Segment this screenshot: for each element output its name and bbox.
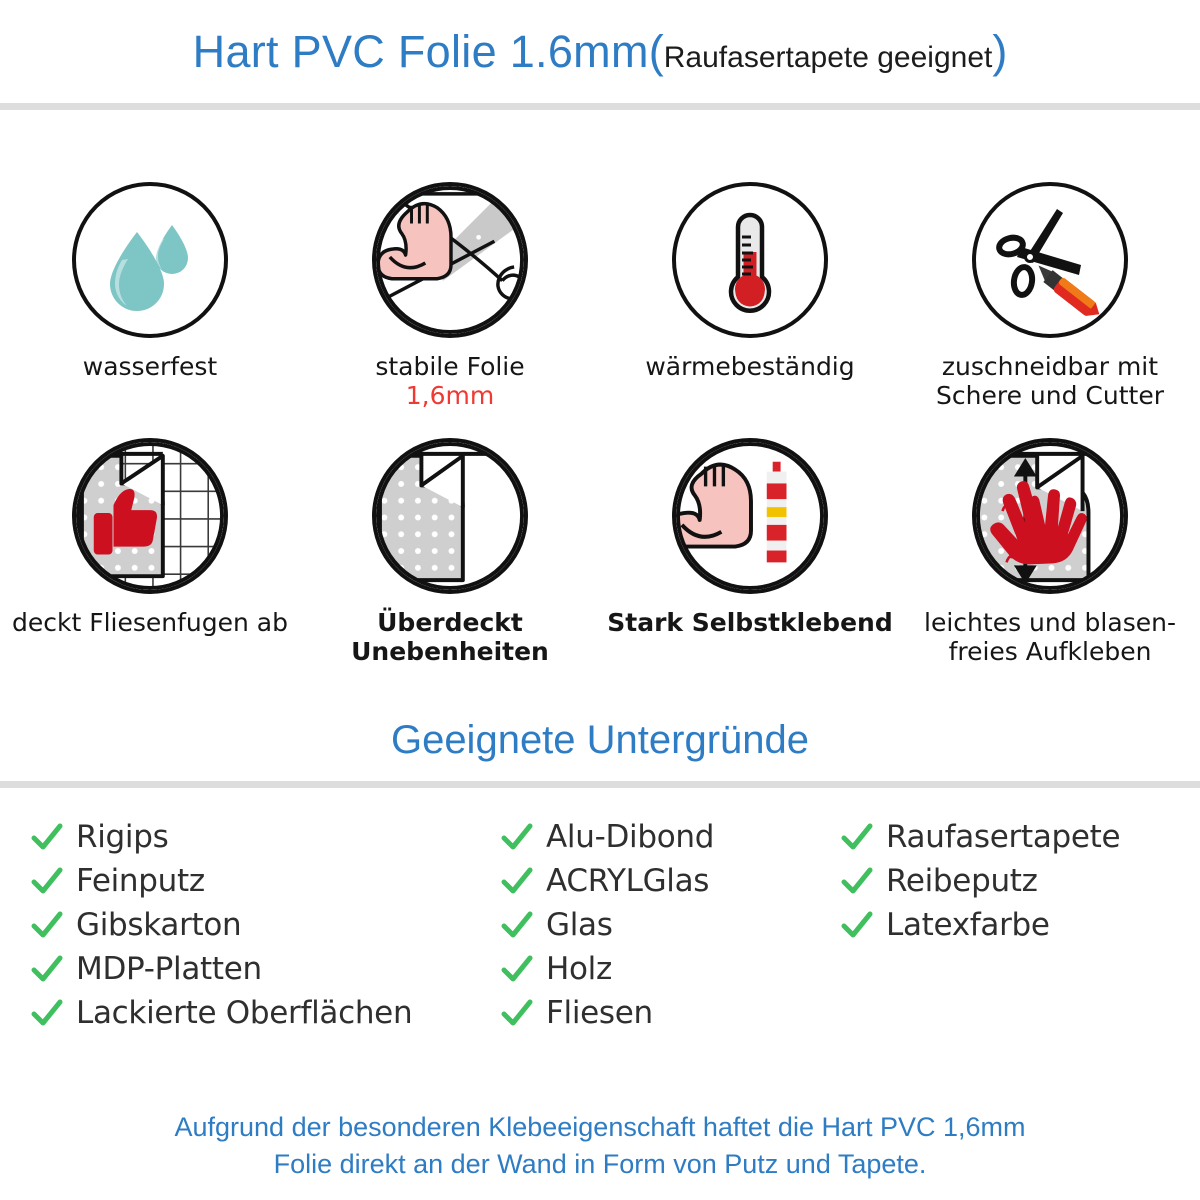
checklist-column-1: Rigips Feinputz Gibskarton MDP-Platten L… bbox=[30, 816, 500, 1036]
check-icon bbox=[31, 823, 63, 850]
feature-deckt-fliesenfugen: deckt Fliesenfugen ab bbox=[0, 438, 300, 666]
feature-waermebestaendig: wärmebeständig bbox=[600, 182, 900, 410]
check-icon bbox=[841, 867, 873, 894]
subheading-divider bbox=[0, 781, 1200, 788]
list-item-label: MDP-Platten bbox=[76, 951, 262, 987]
feature-label-text: Stark Selbstklebend bbox=[607, 608, 893, 637]
feature-label-text: Überdeckt Unebenheiten bbox=[351, 608, 549, 666]
list-item: Latexfarbe bbox=[840, 904, 1200, 946]
film-fold-icon bbox=[372, 438, 528, 594]
title-paren-close: ) bbox=[992, 26, 1008, 77]
feature-label-text: stabile Folie bbox=[375, 352, 525, 381]
scissors-cutter-icon bbox=[972, 182, 1128, 338]
list-item: Glas bbox=[500, 904, 840, 946]
check-icon bbox=[841, 911, 873, 938]
check-icon bbox=[31, 867, 63, 894]
list-item: Reibeputz bbox=[840, 860, 1200, 902]
check-icon bbox=[501, 867, 533, 894]
check-icon bbox=[31, 999, 63, 1026]
hand-smoothing-icon bbox=[972, 438, 1128, 594]
feature-ueberdeckt-unebenheiten: Überdeckt Unebenheiten bbox=[300, 438, 600, 666]
list-item: MDP-Platten bbox=[30, 948, 500, 990]
list-item-label: Latexfarbe bbox=[886, 907, 1050, 943]
page-title: Hart PVC Folie 1.6mm(Raufasertapete geei… bbox=[193, 29, 1008, 74]
list-item-label: Feinputz bbox=[76, 863, 205, 899]
list-item: Alu-Dibond bbox=[500, 816, 840, 858]
arm-glue-bottle-icon bbox=[672, 438, 828, 594]
list-item-label: ACRYLGlas bbox=[546, 863, 710, 899]
list-item-label: Raufasertapete bbox=[886, 819, 1121, 855]
feature-blasenfreies-aufkleben: leichtes und blasen- freies Aufkleben bbox=[900, 438, 1200, 666]
title-paren-open: ( bbox=[648, 26, 664, 77]
feature-label: Überdeckt Unebenheiten bbox=[300, 608, 600, 666]
list-item: Lackierte Oberflächen bbox=[30, 992, 500, 1034]
suitable-surfaces-list: Rigips Feinputz Gibskarton MDP-Platten L… bbox=[0, 788, 1200, 1036]
list-item-label: Gibskarton bbox=[76, 907, 242, 943]
check-icon bbox=[31, 955, 63, 982]
check-icon bbox=[501, 823, 533, 850]
list-item-label: Alu-Dibond bbox=[546, 819, 715, 855]
footer-note: Aufgrund der besonderen Klebeeigenschaft… bbox=[0, 1109, 1200, 1182]
feature-stabile-folie: stabile Folie 1,6mm bbox=[300, 182, 600, 410]
check-icon bbox=[31, 911, 63, 938]
feature-row-1: wasserfest bbox=[0, 182, 1200, 410]
list-item-label: Glas bbox=[546, 907, 613, 943]
feature-label: zuschneidbar mit Schere und Cutter bbox=[900, 352, 1200, 410]
footer-line-1: Aufgrund der besonderen Klebeeigenschaft… bbox=[174, 1112, 1026, 1143]
feature-label-text: wasserfest bbox=[82, 352, 218, 381]
list-item-label: Rigips bbox=[76, 819, 169, 855]
check-icon bbox=[501, 999, 533, 1026]
list-item: Raufasertapete bbox=[840, 816, 1200, 858]
feature-wasserfest: wasserfest bbox=[0, 182, 300, 410]
footer-line-2: Folie direkt an der Wand in Form von Put… bbox=[273, 1148, 927, 1179]
feature-sublabel-text: 1,6mm bbox=[405, 381, 495, 410]
page-header: Hart PVC Folie 1.6mm(Raufasertapete geei… bbox=[0, 0, 1200, 103]
check-icon bbox=[501, 955, 533, 982]
feature-row-2: deckt Fliesenfugen ab bbox=[0, 438, 1200, 666]
list-item: Fliesen bbox=[500, 992, 840, 1034]
feature-label-text: wärmebeständig bbox=[645, 352, 855, 381]
list-item: ACRYLGlas bbox=[500, 860, 840, 902]
checklist-column-3: Raufasertapete Reibeputz Latexfarbe bbox=[840, 816, 1200, 1036]
list-item: Feinputz bbox=[30, 860, 500, 902]
feature-label: leichtes und blasen- freies Aufkleben bbox=[900, 608, 1200, 666]
thumbs-up-tiles-icon bbox=[72, 438, 228, 594]
subheading-section: Geeignete Untergründe bbox=[0, 718, 1200, 763]
feature-label-text: leichtes und blasen- freies Aufkleben bbox=[924, 608, 1176, 666]
feature-label: stabile Folie 1,6mm bbox=[375, 352, 524, 410]
list-item: Rigips bbox=[30, 816, 500, 858]
title-subtitle-text: Raufasertapete geeignet bbox=[663, 41, 993, 74]
title-main-text: Hart PVC Folie 1.6mm bbox=[192, 26, 649, 77]
list-item-label: Lackierte Oberflächen bbox=[76, 995, 413, 1031]
feature-stark-selbstklebend: Stark Selbstklebend bbox=[600, 438, 900, 666]
water-drops-icon bbox=[72, 182, 228, 338]
feature-label: deckt Fliesenfugen ab bbox=[12, 608, 288, 637]
list-item-label: Fliesen bbox=[546, 995, 653, 1031]
check-icon bbox=[501, 911, 533, 938]
list-item: Gibskarton bbox=[30, 904, 500, 946]
feature-icon-area: wasserfest bbox=[0, 110, 1200, 666]
strong-arm-film-icon bbox=[372, 182, 528, 338]
subheading-text: Geeignete Untergründe bbox=[390, 718, 810, 762]
feature-label: Stark Selbstklebend bbox=[607, 608, 892, 637]
feature-label-text: zuschneidbar mit Schere und Cutter bbox=[936, 352, 1164, 410]
feature-label: wärmebeständig bbox=[645, 352, 854, 381]
checklist-column-2: Alu-Dibond ACRYLGlas Glas Holz Fliesen bbox=[500, 816, 840, 1036]
list-item-label: Reibeputz bbox=[886, 863, 1038, 899]
list-item: Holz bbox=[500, 948, 840, 990]
header-divider bbox=[0, 103, 1200, 110]
feature-label: wasserfest bbox=[83, 352, 218, 381]
feature-label-text: deckt Fliesenfugen ab bbox=[11, 608, 288, 637]
list-item-label: Holz bbox=[546, 951, 612, 987]
feature-zuschneidbar: zuschneidbar mit Schere und Cutter bbox=[900, 182, 1200, 410]
check-icon bbox=[841, 823, 873, 850]
thermometer-icon bbox=[672, 182, 828, 338]
